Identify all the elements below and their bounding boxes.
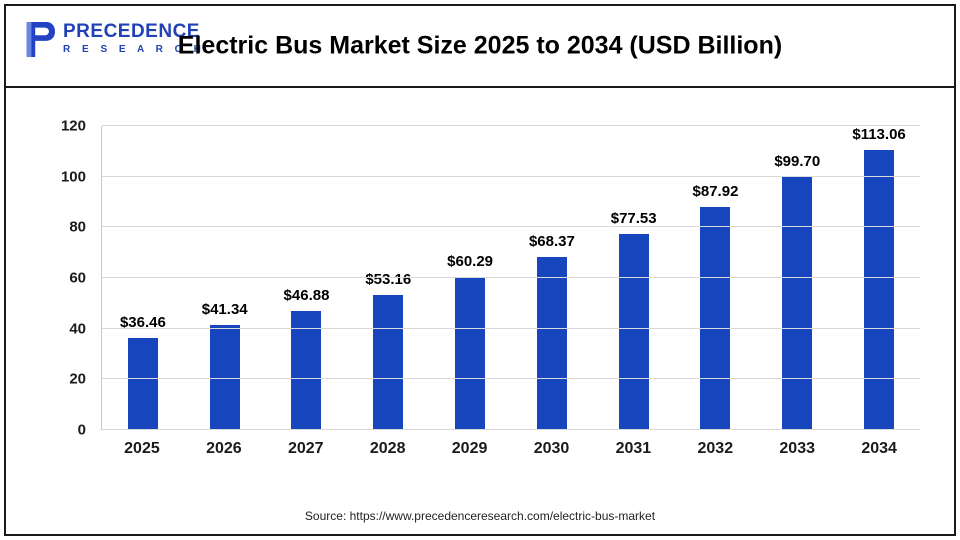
bar-group-2032: $87.92 <box>675 126 757 430</box>
logo-line1: PRECEDENCE <box>63 21 200 43</box>
bar-value-label: $113.06 <box>852 126 906 143</box>
bar-group-2030: $68.37 <box>511 126 593 430</box>
plot-area: $36.46 $41.34 $46.88 $53.16 $60.29 $68.37 $77.… <box>101 125 920 430</box>
bar-group-2025: $36.46 <box>102 126 184 430</box>
x-axis-label: 2027 <box>287 440 324 457</box>
bar-group-2026: $41.34 <box>184 126 266 430</box>
bar-2028 <box>373 295 404 430</box>
bar-2026 <box>209 325 240 430</box>
gridline <box>102 378 920 380</box>
bar-group-2027: $46.88 <box>266 126 348 430</box>
source-text: Source: https://www.precedenceresearch.c… <box>304 509 656 523</box>
x-axis-label: 2030 <box>533 440 570 457</box>
x-axis-label: 2029 <box>451 440 488 457</box>
bar-group-2033: $99.70 <box>756 126 838 430</box>
header: PRECEDENCE R E S E A R C H Electric Bus … <box>6 6 954 88</box>
bar-value-label: $53.16 <box>365 271 412 289</box>
bar-value-label: $60.29 <box>447 253 494 271</box>
bar-group-2031: $77.53 <box>593 126 675 430</box>
y-axis-tick-label: 20 <box>69 370 86 388</box>
bar-2031 <box>618 233 649 430</box>
bar-2032 <box>700 207 731 430</box>
bar-value-label: $68.37 <box>528 232 575 250</box>
bar-value-label: $87.92 <box>692 183 739 201</box>
y-axis-tick-label: 80 <box>69 218 86 236</box>
x-axis-label: 2033 <box>779 440 815 457</box>
y-axis-tick-label: 100 <box>60 168 86 186</box>
bar-value-label: $77.53 <box>610 209 657 227</box>
chart-card: PRECEDENCE R E S E A R C H Electric Bus … <box>4 4 956 536</box>
logo-line2: R E S E A R C H <box>63 44 206 56</box>
gridline <box>102 429 920 430</box>
x-axis-label: 2028 <box>369 440 406 457</box>
bar-value-label: $99.70 <box>774 153 821 171</box>
x-axis-label: 2026 <box>206 440 242 457</box>
y-axis-tick-label: 120 <box>60 117 86 135</box>
bar-2029 <box>455 277 486 430</box>
y-axis-tick-label: 0 <box>77 421 86 439</box>
gridline <box>102 125 920 126</box>
bar-group-2029: $60.29 <box>429 126 511 430</box>
chart-area: 0 20 40 60 80 100 120 $36.46 $41.34 $46.88 $53.16… <box>6 88 954 532</box>
x-axis: 2025 2026 2027 2028 2029 2030 2031 2032 2033 2034 <box>101 440 920 458</box>
gridline <box>102 226 920 228</box>
bar-value-label: $46.88 <box>283 287 330 305</box>
y-axis-tick-label: 60 <box>69 269 86 287</box>
x-axis-label: 2032 <box>697 440 734 457</box>
bar-2034 <box>864 150 895 430</box>
x-axis-label: 2034 <box>861 440 897 457</box>
bar-group-2034: $113.06 <box>838 126 920 430</box>
x-axis-label: 2025 <box>124 440 160 457</box>
gridline <box>102 327 920 329</box>
bar-value-label: $41.34 <box>201 301 248 319</box>
bar-2025 <box>127 337 158 430</box>
y-axis: 0 20 40 60 80 100 120 <box>14 118 86 439</box>
bar-2033 <box>782 177 813 430</box>
bars-container: $36.46 $41.34 $46.88 $53.16 $60.29 $68.37 $77.… <box>102 126 920 430</box>
chart-title: Electric Bus Market Size 2025 to 2034 (U… <box>177 31 783 60</box>
gridline <box>102 175 920 177</box>
x-axis-label: 2031 <box>615 440 652 457</box>
logo-text: PRECEDENCE R E S E A R C H <box>63 22 205 55</box>
gridline <box>102 277 920 278</box>
logo-p-icon <box>26 22 56 57</box>
precedence-research-logo: PRECEDENCE R E S E A R C H <box>22 20 205 58</box>
bar-value-label: $36.46 <box>119 313 166 331</box>
bar-2027 <box>291 311 322 430</box>
bar-2030 <box>536 256 567 430</box>
y-axis-tick-label: 40 <box>69 320 86 338</box>
bar-group-2028: $53.16 <box>347 126 429 430</box>
